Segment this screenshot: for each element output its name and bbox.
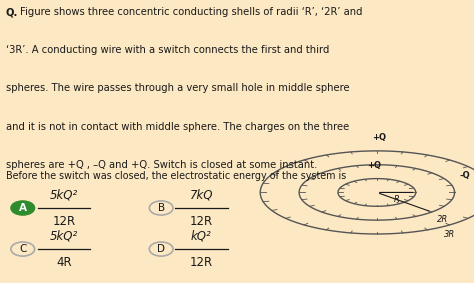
Text: +Q: +Q xyxy=(367,161,382,170)
Text: 3R: 3R xyxy=(444,230,455,239)
Text: 5kQ²: 5kQ² xyxy=(50,229,78,242)
Text: 12R: 12R xyxy=(190,256,213,269)
Text: B: B xyxy=(157,203,165,213)
Text: A: A xyxy=(19,203,27,213)
Text: 7kQ: 7kQ xyxy=(190,188,213,201)
Text: 12R: 12R xyxy=(53,215,75,228)
Text: Figure shows three concentric conducting shells of radii ‘R’, ‘2R’ and: Figure shows three concentric conducting… xyxy=(20,7,363,17)
Text: D: D xyxy=(157,244,165,254)
Text: Q.: Q. xyxy=(6,7,18,17)
Circle shape xyxy=(11,201,35,215)
Text: 2R: 2R xyxy=(437,215,448,224)
Text: 4R: 4R xyxy=(56,256,72,269)
Text: R: R xyxy=(393,195,399,204)
Text: +Q: +Q xyxy=(372,133,386,142)
Text: and it is not in contact with middle sphere. The charges on the three: and it is not in contact with middle sph… xyxy=(6,122,349,132)
Text: spheres are +Q , –Q and +Q. Switch is closed at some instant.: spheres are +Q , –Q and +Q. Switch is cl… xyxy=(6,160,317,170)
Text: spheres. The wire passes through a very small hole in middle sphere: spheres. The wire passes through a very … xyxy=(6,83,349,93)
Text: -Q: -Q xyxy=(459,171,470,180)
Text: Before the switch was closed, the electrostatic energy of the system is: Before the switch was closed, the electr… xyxy=(6,171,346,181)
Text: 12R: 12R xyxy=(190,215,213,228)
Text: 5kQ²: 5kQ² xyxy=(50,188,78,201)
Text: C: C xyxy=(19,244,27,254)
Text: ‘3R’. A conducting wire with a switch connects the first and third: ‘3R’. A conducting wire with a switch co… xyxy=(6,45,329,55)
Text: kQ²: kQ² xyxy=(191,229,212,242)
